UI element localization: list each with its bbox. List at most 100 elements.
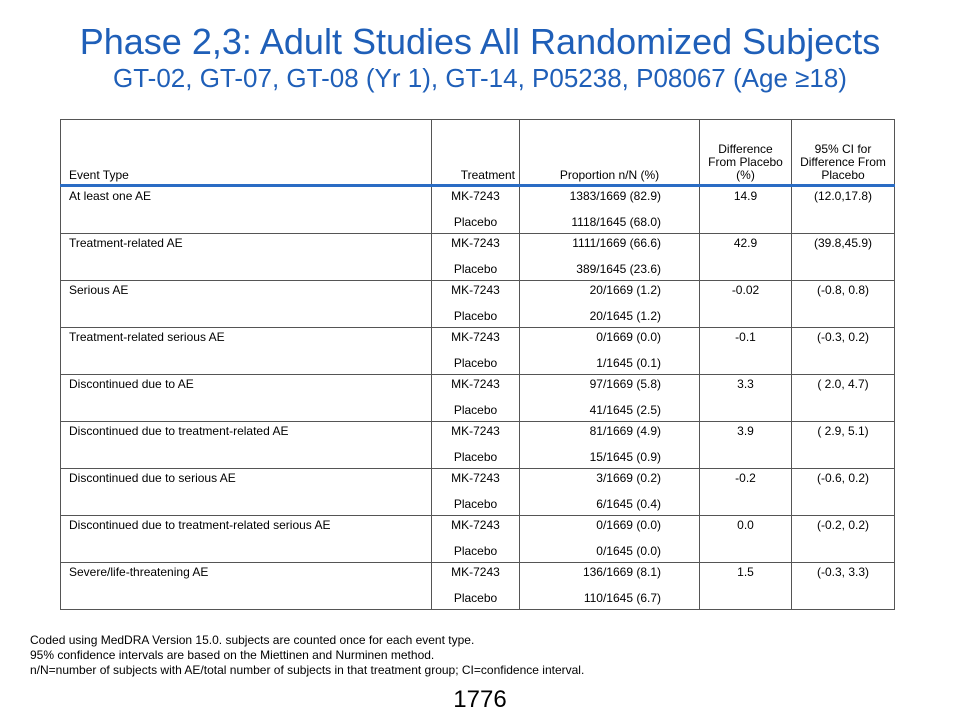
treatment-cell: MK-7243	[431, 233, 520, 258]
ci-cell	[791, 258, 895, 281]
header-ci: 95% CI for Difference From Placebo	[791, 119, 895, 187]
table-row: Placebo 389/1645 (23.6)	[60, 258, 895, 281]
table-body: At least one AE MK-7243 1383/1669 (82.9) 14…	[60, 185, 895, 610]
treatment-cell: MK-7243	[431, 468, 520, 493]
ci-cell	[791, 493, 895, 516]
proportion-cell: 136/1669 (8.1)	[519, 562, 700, 587]
difference-cell: -0.1	[699, 327, 792, 352]
proportion-cell: 0/1669 (0.0)	[519, 515, 700, 540]
event-type-cell: Discontinued due to treatment-related AE	[60, 421, 432, 446]
treatment-cell: MK-7243	[431, 280, 520, 305]
ci-cell	[791, 446, 895, 469]
table-row: Severe/life-threatening AE MK-7243 136/166…	[60, 562, 895, 587]
adverse-events-table: Event Type Treatment Proportion n/N (%) …	[60, 119, 895, 610]
proportion-cell: 15/1645 (0.9)	[519, 446, 700, 469]
table-row: Placebo 15/1645 (0.9)	[60, 446, 895, 469]
difference-cell	[699, 493, 792, 516]
event-type-cell	[60, 211, 432, 234]
treatment-cell: Placebo	[431, 211, 520, 234]
table-row: Placebo 110/1645 (6.7)	[60, 587, 895, 610]
treatment-cell: Placebo	[431, 258, 520, 281]
ci-cell: ( 2.9, 5.1)	[791, 421, 895, 446]
ci-cell: (-0.2, 0.2)	[791, 515, 895, 540]
event-type-cell	[60, 305, 432, 328]
event-type-cell: Treatment-related AE	[60, 233, 432, 258]
page-number: 1776	[453, 686, 507, 713]
proportion-cell: 20/1645 (1.2)	[519, 305, 700, 328]
difference-cell	[699, 587, 792, 610]
difference-cell	[699, 399, 792, 422]
footnote: 95% confidence intervals are based on th…	[30, 648, 435, 662]
ci-cell	[791, 211, 895, 234]
table-row: Placebo 1118/1645 (68.0)	[60, 211, 895, 234]
proportion-cell: 0/1645 (0.0)	[519, 540, 700, 563]
difference-cell	[699, 446, 792, 469]
table-row: At least one AE MK-7243 1383/1669 (82.9) 14…	[60, 185, 895, 211]
difference-cell: 0.0	[699, 515, 792, 540]
event-type-cell: Treatment-related serious AE	[60, 327, 432, 352]
treatment-cell: MK-7243	[431, 562, 520, 587]
proportion-cell: 389/1645 (23.6)	[519, 258, 700, 281]
difference-cell: -0.02	[699, 280, 792, 305]
event-type-cell	[60, 399, 432, 422]
table-row: Discontinued due to treatment-related AE…	[60, 421, 895, 446]
difference-cell: -0.2	[699, 468, 792, 493]
event-type-cell: Discontinued due to treatment-related se…	[60, 515, 432, 540]
treatment-cell: MK-7243	[431, 327, 520, 352]
difference-cell: 3.9	[699, 421, 792, 446]
treatment-cell: Placebo	[431, 540, 520, 563]
treatment-cell: Placebo	[431, 399, 520, 422]
ci-cell	[791, 587, 895, 610]
difference-cell: 42.9	[699, 233, 792, 258]
treatment-cell: Placebo	[431, 587, 520, 610]
treatment-cell: Placebo	[431, 352, 520, 375]
footnote: Coded using MedDRA Version 15.0. subject…	[30, 633, 475, 647]
treatment-cell: MK-7243	[431, 421, 520, 446]
table-row: Placebo 1/1645 (0.1)	[60, 352, 895, 375]
treatment-cell: MK-7243	[431, 374, 520, 399]
header-difference: Difference From Placebo (%)	[699, 119, 792, 187]
event-type-cell: Discontinued due to AE	[60, 374, 432, 399]
header-treatment: Treatment	[431, 119, 520, 187]
ci-cell	[791, 305, 895, 328]
proportion-cell: 97/1669 (5.8)	[519, 374, 700, 399]
table-header-row: Event Type Treatment Proportion n/N (%) …	[60, 119, 895, 187]
event-type-cell	[60, 258, 432, 281]
event-type-cell: Severe/life-threatening AE	[60, 562, 432, 587]
table-row: Placebo 20/1645 (1.2)	[60, 305, 895, 328]
table-row: Discontinued due to treatment-related se…	[60, 515, 895, 540]
event-type-cell	[60, 446, 432, 469]
event-type-cell: Discontinued due to serious AE	[60, 468, 432, 493]
proportion-cell: 1118/1645 (68.0)	[519, 211, 700, 234]
difference-cell	[699, 211, 792, 234]
table-row: Discontinued due to AE MK-7243 97/1669 (5.…	[60, 374, 895, 399]
difference-cell	[699, 305, 792, 328]
proportion-cell: 20/1669 (1.2)	[519, 280, 700, 305]
proportion-cell: 0/1669 (0.0)	[519, 327, 700, 352]
ci-cell: (-0.8, 0.8)	[791, 280, 895, 305]
ci-cell: (-0.3, 3.3)	[791, 562, 895, 587]
ci-cell: (12.0,17.8)	[791, 185, 895, 211]
ci-cell	[791, 540, 895, 563]
table-row: Placebo 41/1645 (2.5)	[60, 399, 895, 422]
treatment-cell: MK-7243	[431, 185, 520, 211]
treatment-cell: MK-7243	[431, 515, 520, 540]
proportion-cell: 1111/1669 (66.6)	[519, 233, 700, 258]
ci-cell	[791, 399, 895, 422]
header-proportion: Proportion n/N (%)	[519, 119, 700, 187]
table-row: Treatment-related serious AE MK-7243 0/166…	[60, 327, 895, 352]
treatment-cell: Placebo	[431, 305, 520, 328]
proportion-cell: 3/1669 (0.2)	[519, 468, 700, 493]
proportion-cell: 41/1645 (2.5)	[519, 399, 700, 422]
difference-cell: 1.5	[699, 562, 792, 587]
event-type-cell	[60, 493, 432, 516]
proportion-cell: 110/1645 (6.7)	[519, 587, 700, 610]
difference-cell	[699, 352, 792, 375]
footnotes: Coded using MedDRA Version 15.0. subject…	[30, 633, 584, 678]
ci-cell: ( 2.0, 4.7)	[791, 374, 895, 399]
table-row: Serious AE MK-7243 20/1669 (1.2) -0.02 (-0.8…	[60, 280, 895, 305]
event-type-cell: Serious AE	[60, 280, 432, 305]
event-type-cell	[60, 352, 432, 375]
page-subtitle: GT-02, GT-07, GT-08 (Yr 1), GT-14, P0523…	[113, 63, 847, 93]
treatment-cell: Placebo	[431, 493, 520, 516]
